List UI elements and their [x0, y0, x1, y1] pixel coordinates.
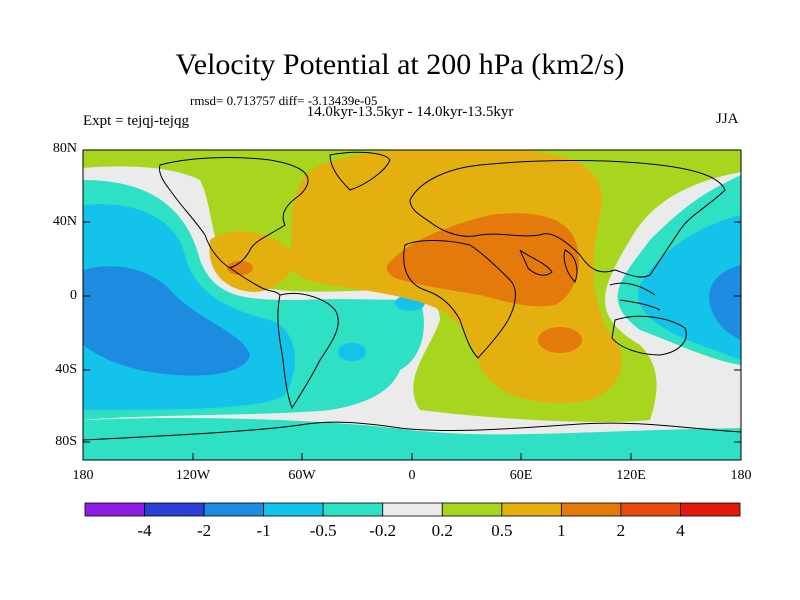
- coast-antarctica: [83, 421, 741, 441]
- coast-arabia: [519, 249, 553, 276]
- y-ticks: [83, 149, 741, 443]
- coast-australia: [611, 315, 687, 356]
- colorbar-swatch: [441, 502, 503, 517]
- region-west-pacific-1: [709, 265, 741, 340]
- colorbar-label: -4: [137, 521, 152, 540]
- region-positive-05-west: [209, 231, 293, 292]
- coast-india: [563, 249, 578, 283]
- y-tick-label-80s: 80S: [55, 434, 77, 449]
- x-tick-label-180e: 180: [730, 468, 752, 483]
- experiment-label: Expt = tejqj-tejqg: [83, 113, 189, 129]
- coast-central-america: [229, 267, 281, 296]
- colorbar-label: 2: [616, 521, 626, 540]
- region-east-pacific-1: [83, 266, 250, 376]
- colorbar-label: 1: [557, 521, 566, 540]
- x-ticks: [82, 453, 742, 460]
- coast-eurasia: [409, 159, 726, 278]
- x-tick-label-120e: 120E: [616, 468, 646, 483]
- coast-greenland: [329, 151, 391, 191]
- colorbar-swatch: [560, 502, 622, 517]
- region-positive-1-west: [227, 261, 253, 275]
- colorbar-swatch: [144, 502, 205, 517]
- colorbar-label: -0.2: [369, 521, 397, 540]
- region-southern-band: [83, 418, 741, 460]
- colorbar-swatch: [382, 502, 443, 517]
- x-tick-label-60e: 60E: [509, 468, 533, 483]
- period-line: 14.0kyr-13.5kyr - 14.0kyr-13.5kyr: [306, 104, 514, 120]
- colorbar-label: -1: [256, 521, 271, 540]
- stats-line: rmsd= 0.713757 diff= -3.13439e-05: [190, 93, 378, 108]
- x-tick-label-0: 0: [408, 468, 416, 483]
- colorbar-label: 0.2: [431, 521, 453, 540]
- contour-field: [83, 150, 741, 460]
- region-south-america-blob: [338, 343, 366, 361]
- coast-north-america: [159, 157, 309, 269]
- coastlines: [83, 151, 741, 441]
- coast-south-america: [277, 293, 339, 410]
- season-label: JJA: [716, 111, 739, 127]
- colorbar-swatch: [501, 502, 562, 517]
- colorbar-swatch: [620, 502, 681, 517]
- colorbar-label: 0.5: [491, 521, 513, 540]
- region-west-pacific-05: [638, 215, 741, 360]
- colorbar-label: 4: [676, 521, 685, 540]
- colorbar-swatch: [680, 502, 741, 517]
- y-tick-label-40s: 40S: [55, 362, 77, 377]
- colorbar-label: -2: [196, 521, 212, 540]
- region-positive-1: [386, 213, 579, 307]
- coast-africa: [403, 239, 516, 359]
- colorbar: [84, 502, 741, 517]
- y-tick-label-0: 0: [70, 288, 77, 303]
- colorbar-swatch: [263, 502, 324, 517]
- y-tick-label-80n: 80N: [52, 141, 77, 156]
- colorbar-label: -0.5: [309, 521, 337, 540]
- y-tick-label-40n: 40N: [52, 214, 77, 229]
- x-tick-label-60w: 60W: [288, 468, 316, 483]
- coast-se-asia: [609, 282, 661, 311]
- x-tick-label-180w: 180: [72, 468, 94, 483]
- region-positive-1-sh: [538, 327, 582, 353]
- x-tick-label-120w: 120W: [175, 468, 211, 483]
- map-title: Velocity Potential at 200 hPa (km2/s): [175, 48, 625, 81]
- colorbar-swatch: [203, 502, 265, 517]
- colorbar-swatch: [322, 502, 384, 517]
- colorbar-swatch: [84, 502, 145, 517]
